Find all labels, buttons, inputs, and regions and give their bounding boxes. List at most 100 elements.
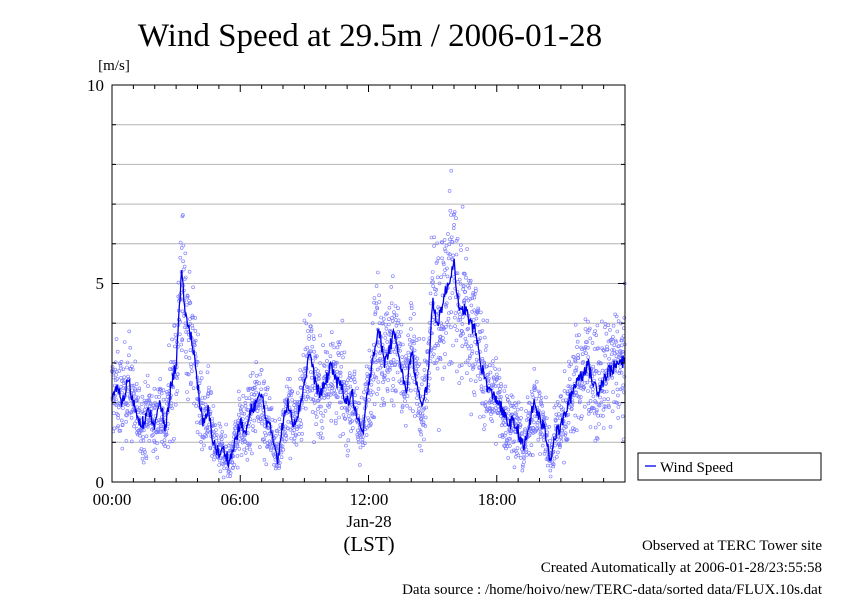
scatter-point — [253, 386, 257, 390]
scatter-point — [240, 411, 245, 416]
scatter-point — [459, 363, 464, 368]
scatter-point — [242, 411, 247, 416]
scatter-point — [494, 356, 498, 361]
scatter-point — [366, 418, 371, 422]
scatter-point — [506, 398, 510, 402]
scatter-point — [175, 389, 180, 393]
y-tick-label-5: 5 — [96, 274, 105, 293]
scatter-point — [151, 449, 156, 454]
scatter-point — [398, 342, 403, 346]
scatter-point — [472, 295, 477, 300]
scatter-point — [198, 378, 202, 383]
scatter-point — [514, 403, 519, 408]
scatter-point — [548, 439, 552, 443]
scatter-point — [611, 323, 616, 328]
scatter-point — [412, 348, 417, 353]
scatter-point — [446, 256, 451, 261]
scatter-point — [168, 367, 172, 371]
scatter-point — [229, 444, 234, 449]
scatter-point — [141, 435, 145, 440]
scatter-point — [539, 396, 544, 400]
scatter-point — [481, 318, 486, 323]
scatter-point — [373, 310, 378, 315]
scatter-point — [394, 313, 399, 318]
scatter-point — [248, 386, 252, 391]
scatter-point — [406, 350, 411, 355]
scatter-point — [573, 368, 577, 373]
scatter-point — [186, 397, 190, 402]
scatter-point — [211, 423, 216, 428]
scatter-point — [328, 354, 333, 359]
scatter-point — [265, 385, 270, 390]
scatter-point — [469, 303, 474, 308]
scatter-point — [596, 346, 601, 351]
scatter-point — [248, 447, 252, 452]
scatter-point — [597, 422, 601, 426]
scatter-point — [380, 363, 384, 368]
scatter-point — [114, 403, 119, 407]
scatter-point — [598, 413, 603, 418]
scatter-point — [532, 366, 537, 371]
scatter-point — [383, 331, 388, 336]
scatter-point — [290, 431, 295, 436]
scatter-point — [518, 423, 523, 427]
scatter-point — [454, 338, 459, 343]
scatter-point — [410, 346, 414, 350]
scatter-point — [463, 289, 468, 294]
y-tick-label-0: 0 — [96, 473, 105, 492]
scatter-point — [200, 396, 205, 400]
scatter-point — [419, 448, 424, 453]
scatter-point — [503, 431, 508, 435]
scatter-point — [453, 324, 457, 329]
scatter-point — [510, 395, 515, 399]
scatter-point — [237, 389, 241, 394]
scatter-point — [242, 447, 246, 452]
scatter-point — [379, 315, 383, 320]
scatter-point — [184, 330, 188, 334]
scatter-point — [288, 427, 293, 432]
scatter-point — [497, 395, 502, 400]
scatter-point — [486, 376, 491, 381]
scatter-point — [243, 404, 248, 408]
scatter-point — [507, 429, 512, 433]
scatter-point — [432, 235, 436, 240]
source-annotation: Data source : /home/hoivo/new/TERC-data/… — [402, 582, 823, 595]
scatter-point — [455, 328, 459, 333]
scatter-point — [130, 383, 135, 388]
scatter-point — [384, 326, 389, 331]
scatter-point — [374, 284, 379, 288]
scatter-point — [173, 344, 177, 349]
scatter-point — [183, 251, 188, 256]
scatter-point — [432, 346, 437, 350]
scatter-point — [582, 404, 587, 409]
scatter-point — [542, 415, 547, 420]
scatter-point — [424, 374, 429, 379]
scatter-point — [299, 437, 304, 442]
scatter-point — [441, 340, 446, 344]
scatter-point — [169, 393, 173, 398]
scatter-point — [580, 414, 584, 419]
scatter-point — [474, 316, 479, 321]
scatter-point — [323, 409, 328, 413]
scatter-point — [264, 404, 269, 409]
scatter-point — [376, 380, 381, 384]
scatter-point — [143, 404, 148, 409]
scatter-point — [534, 396, 539, 401]
scatter-point — [395, 360, 400, 364]
scatter-point — [577, 333, 581, 337]
scatter-point — [147, 393, 152, 398]
scatter-point — [501, 421, 506, 425]
scatter-point — [321, 343, 325, 348]
scatter-point — [164, 397, 169, 402]
scatter-point — [442, 247, 447, 251]
scatter-point — [463, 336, 468, 341]
scatter-point — [114, 372, 118, 377]
scatter-point — [124, 419, 128, 424]
scatter-point — [337, 353, 341, 357]
scatter-point — [380, 396, 385, 401]
scatter-point — [318, 361, 322, 365]
scatter-point — [193, 338, 198, 343]
scatter-point — [344, 388, 349, 392]
scatter-point — [301, 353, 306, 357]
scatter-point — [421, 337, 426, 341]
